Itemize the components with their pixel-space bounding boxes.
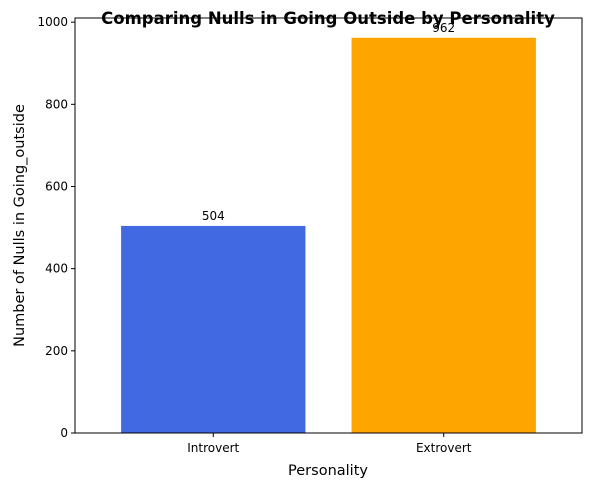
data-labels-group: 504 962 [202,21,455,223]
x-axis-ticks: Introvert Extrovert [187,433,472,455]
y-tick-label: 600 [45,179,68,193]
bar-introvert [121,225,306,433]
data-label-extrovert: 962 [432,21,455,35]
bars-group [121,37,536,434]
y-axis-label: Number of Nulls in Going_outside [12,104,28,347]
data-label-introvert: 504 [202,209,225,223]
x-tick-label-extrovert: Extrovert [416,441,472,455]
y-tick-label: 1000 [37,15,68,29]
x-tick-label-introvert: Introvert [187,441,239,455]
y-tick-label: 400 [45,262,68,276]
y-tick-label: 800 [45,97,68,111]
x-axis-label: Personality [288,463,368,479]
y-axis-ticks: 0 200 400 600 800 1000 [37,15,75,440]
plot-frame [74,17,583,434]
y-tick-label: 200 [45,344,68,358]
bar-extrovert [351,37,536,434]
y-tick-label: 0 [60,426,68,440]
